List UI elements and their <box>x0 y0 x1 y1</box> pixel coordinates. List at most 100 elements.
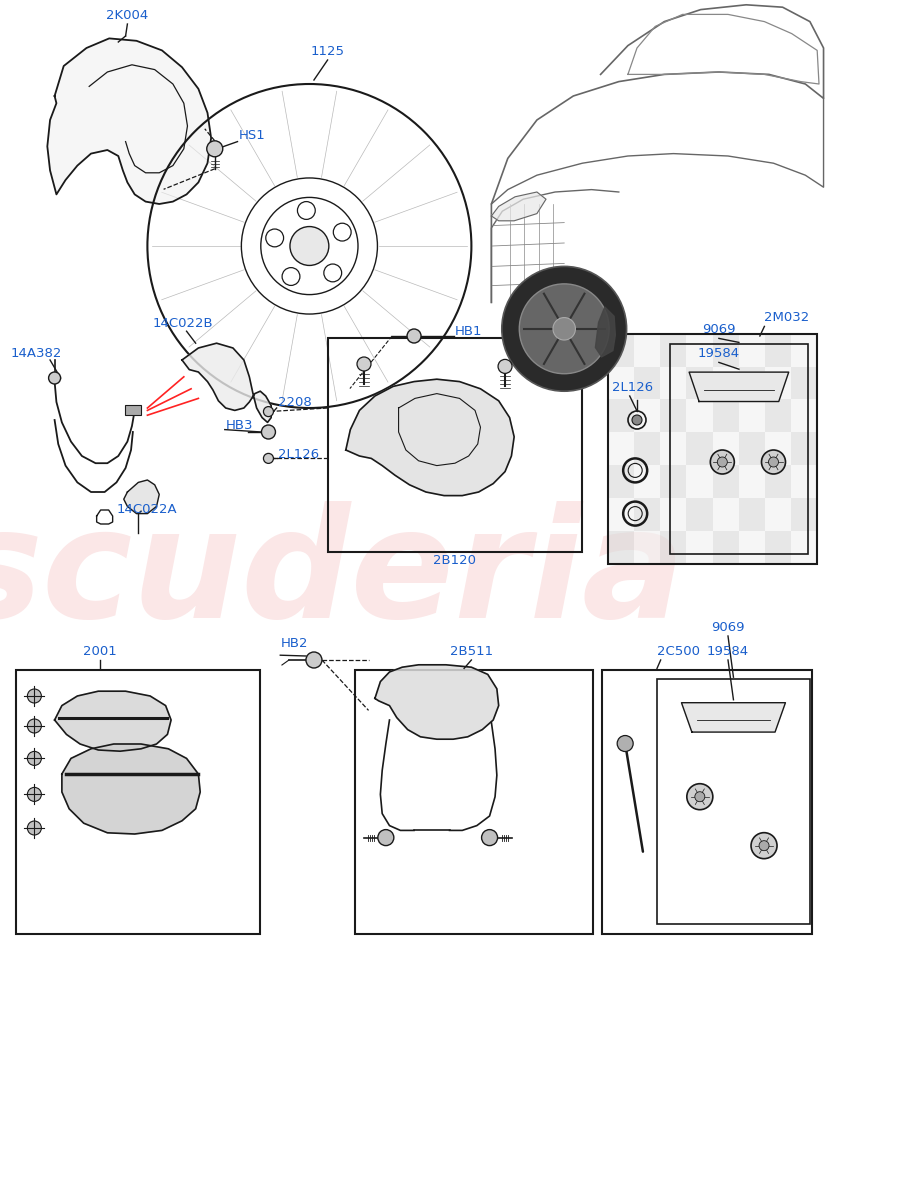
Text: 2B120: 2B120 <box>433 554 477 568</box>
Bar <box>686 432 713 466</box>
Text: 19584: 19584 <box>707 644 749 658</box>
Circle shape <box>617 736 633 751</box>
Polygon shape <box>689 372 789 402</box>
Bar <box>791 466 817 498</box>
Circle shape <box>290 227 329 265</box>
Text: 14C022A: 14C022A <box>116 503 177 516</box>
Bar <box>661 498 686 532</box>
Bar <box>791 532 817 564</box>
Bar <box>661 432 686 466</box>
Bar <box>713 532 739 564</box>
Text: 2C500: 2C500 <box>657 644 700 658</box>
Bar <box>686 498 713 532</box>
Bar <box>661 532 686 564</box>
Polygon shape <box>595 307 615 356</box>
Bar <box>602 670 812 934</box>
Circle shape <box>48 372 61 384</box>
Text: 2M032: 2M032 <box>764 311 810 324</box>
Circle shape <box>298 202 315 220</box>
Polygon shape <box>491 192 546 221</box>
Bar <box>791 498 817 532</box>
Circle shape <box>751 833 777 859</box>
Circle shape <box>27 751 41 766</box>
Polygon shape <box>346 379 514 496</box>
Bar <box>634 366 661 400</box>
Circle shape <box>553 318 575 340</box>
Bar <box>739 532 764 564</box>
Circle shape <box>501 266 627 391</box>
Circle shape <box>762 450 785 474</box>
Circle shape <box>378 829 394 846</box>
Text: 9069: 9069 <box>712 620 744 634</box>
Text: 14C022B: 14C022B <box>153 317 214 330</box>
Text: scuderia: scuderia <box>0 502 685 650</box>
Bar <box>713 432 739 466</box>
Bar <box>764 400 791 432</box>
Circle shape <box>759 841 769 851</box>
Bar <box>739 432 764 466</box>
Circle shape <box>769 457 778 467</box>
Bar <box>713 366 739 400</box>
Circle shape <box>687 784 713 810</box>
Text: 9069: 9069 <box>703 323 735 336</box>
Circle shape <box>282 268 300 286</box>
Circle shape <box>711 450 734 474</box>
Polygon shape <box>62 744 200 834</box>
Text: 2B511: 2B511 <box>450 644 493 658</box>
Bar <box>608 466 634 498</box>
Bar <box>670 344 808 554</box>
Bar <box>791 334 817 366</box>
Circle shape <box>481 829 498 846</box>
Text: 2K004: 2K004 <box>106 8 148 22</box>
Bar <box>713 498 739 532</box>
Polygon shape <box>682 703 785 732</box>
Bar <box>739 400 764 432</box>
Circle shape <box>333 223 351 241</box>
Bar <box>661 366 686 400</box>
Bar <box>661 466 686 498</box>
Bar <box>608 432 634 466</box>
Bar <box>686 466 713 498</box>
Bar <box>713 466 739 498</box>
Bar <box>634 400 661 432</box>
Circle shape <box>695 792 705 802</box>
Bar <box>661 400 686 432</box>
Bar <box>739 334 764 366</box>
Bar <box>608 532 634 564</box>
Text: HB2: HB2 <box>280 637 308 650</box>
Circle shape <box>264 454 273 463</box>
Bar <box>764 532 791 564</box>
Bar <box>686 366 713 400</box>
Circle shape <box>261 425 276 439</box>
Bar <box>16 670 260 934</box>
Text: 2001: 2001 <box>83 644 117 658</box>
Bar <box>355 670 593 934</box>
Text: HB3: HB3 <box>226 419 253 432</box>
Bar <box>634 334 661 366</box>
Polygon shape <box>124 480 159 514</box>
Circle shape <box>266 229 284 247</box>
Polygon shape <box>47 38 211 204</box>
Bar <box>328 338 582 552</box>
Text: 14A382: 14A382 <box>11 347 62 360</box>
Polygon shape <box>55 691 171 751</box>
Bar <box>608 334 634 366</box>
Bar <box>634 466 661 498</box>
Bar <box>608 366 634 400</box>
Bar <box>764 498 791 532</box>
Bar <box>634 498 661 532</box>
Circle shape <box>306 652 322 668</box>
Bar <box>686 532 713 564</box>
Circle shape <box>207 140 223 157</box>
Circle shape <box>520 284 609 373</box>
Polygon shape <box>375 665 499 739</box>
Bar <box>791 432 817 466</box>
Bar <box>764 466 791 498</box>
Circle shape <box>632 415 642 425</box>
Bar <box>661 334 686 366</box>
Bar <box>634 532 661 564</box>
Bar <box>739 366 764 400</box>
Bar <box>739 498 764 532</box>
Bar <box>739 466 764 498</box>
Bar <box>608 400 634 432</box>
